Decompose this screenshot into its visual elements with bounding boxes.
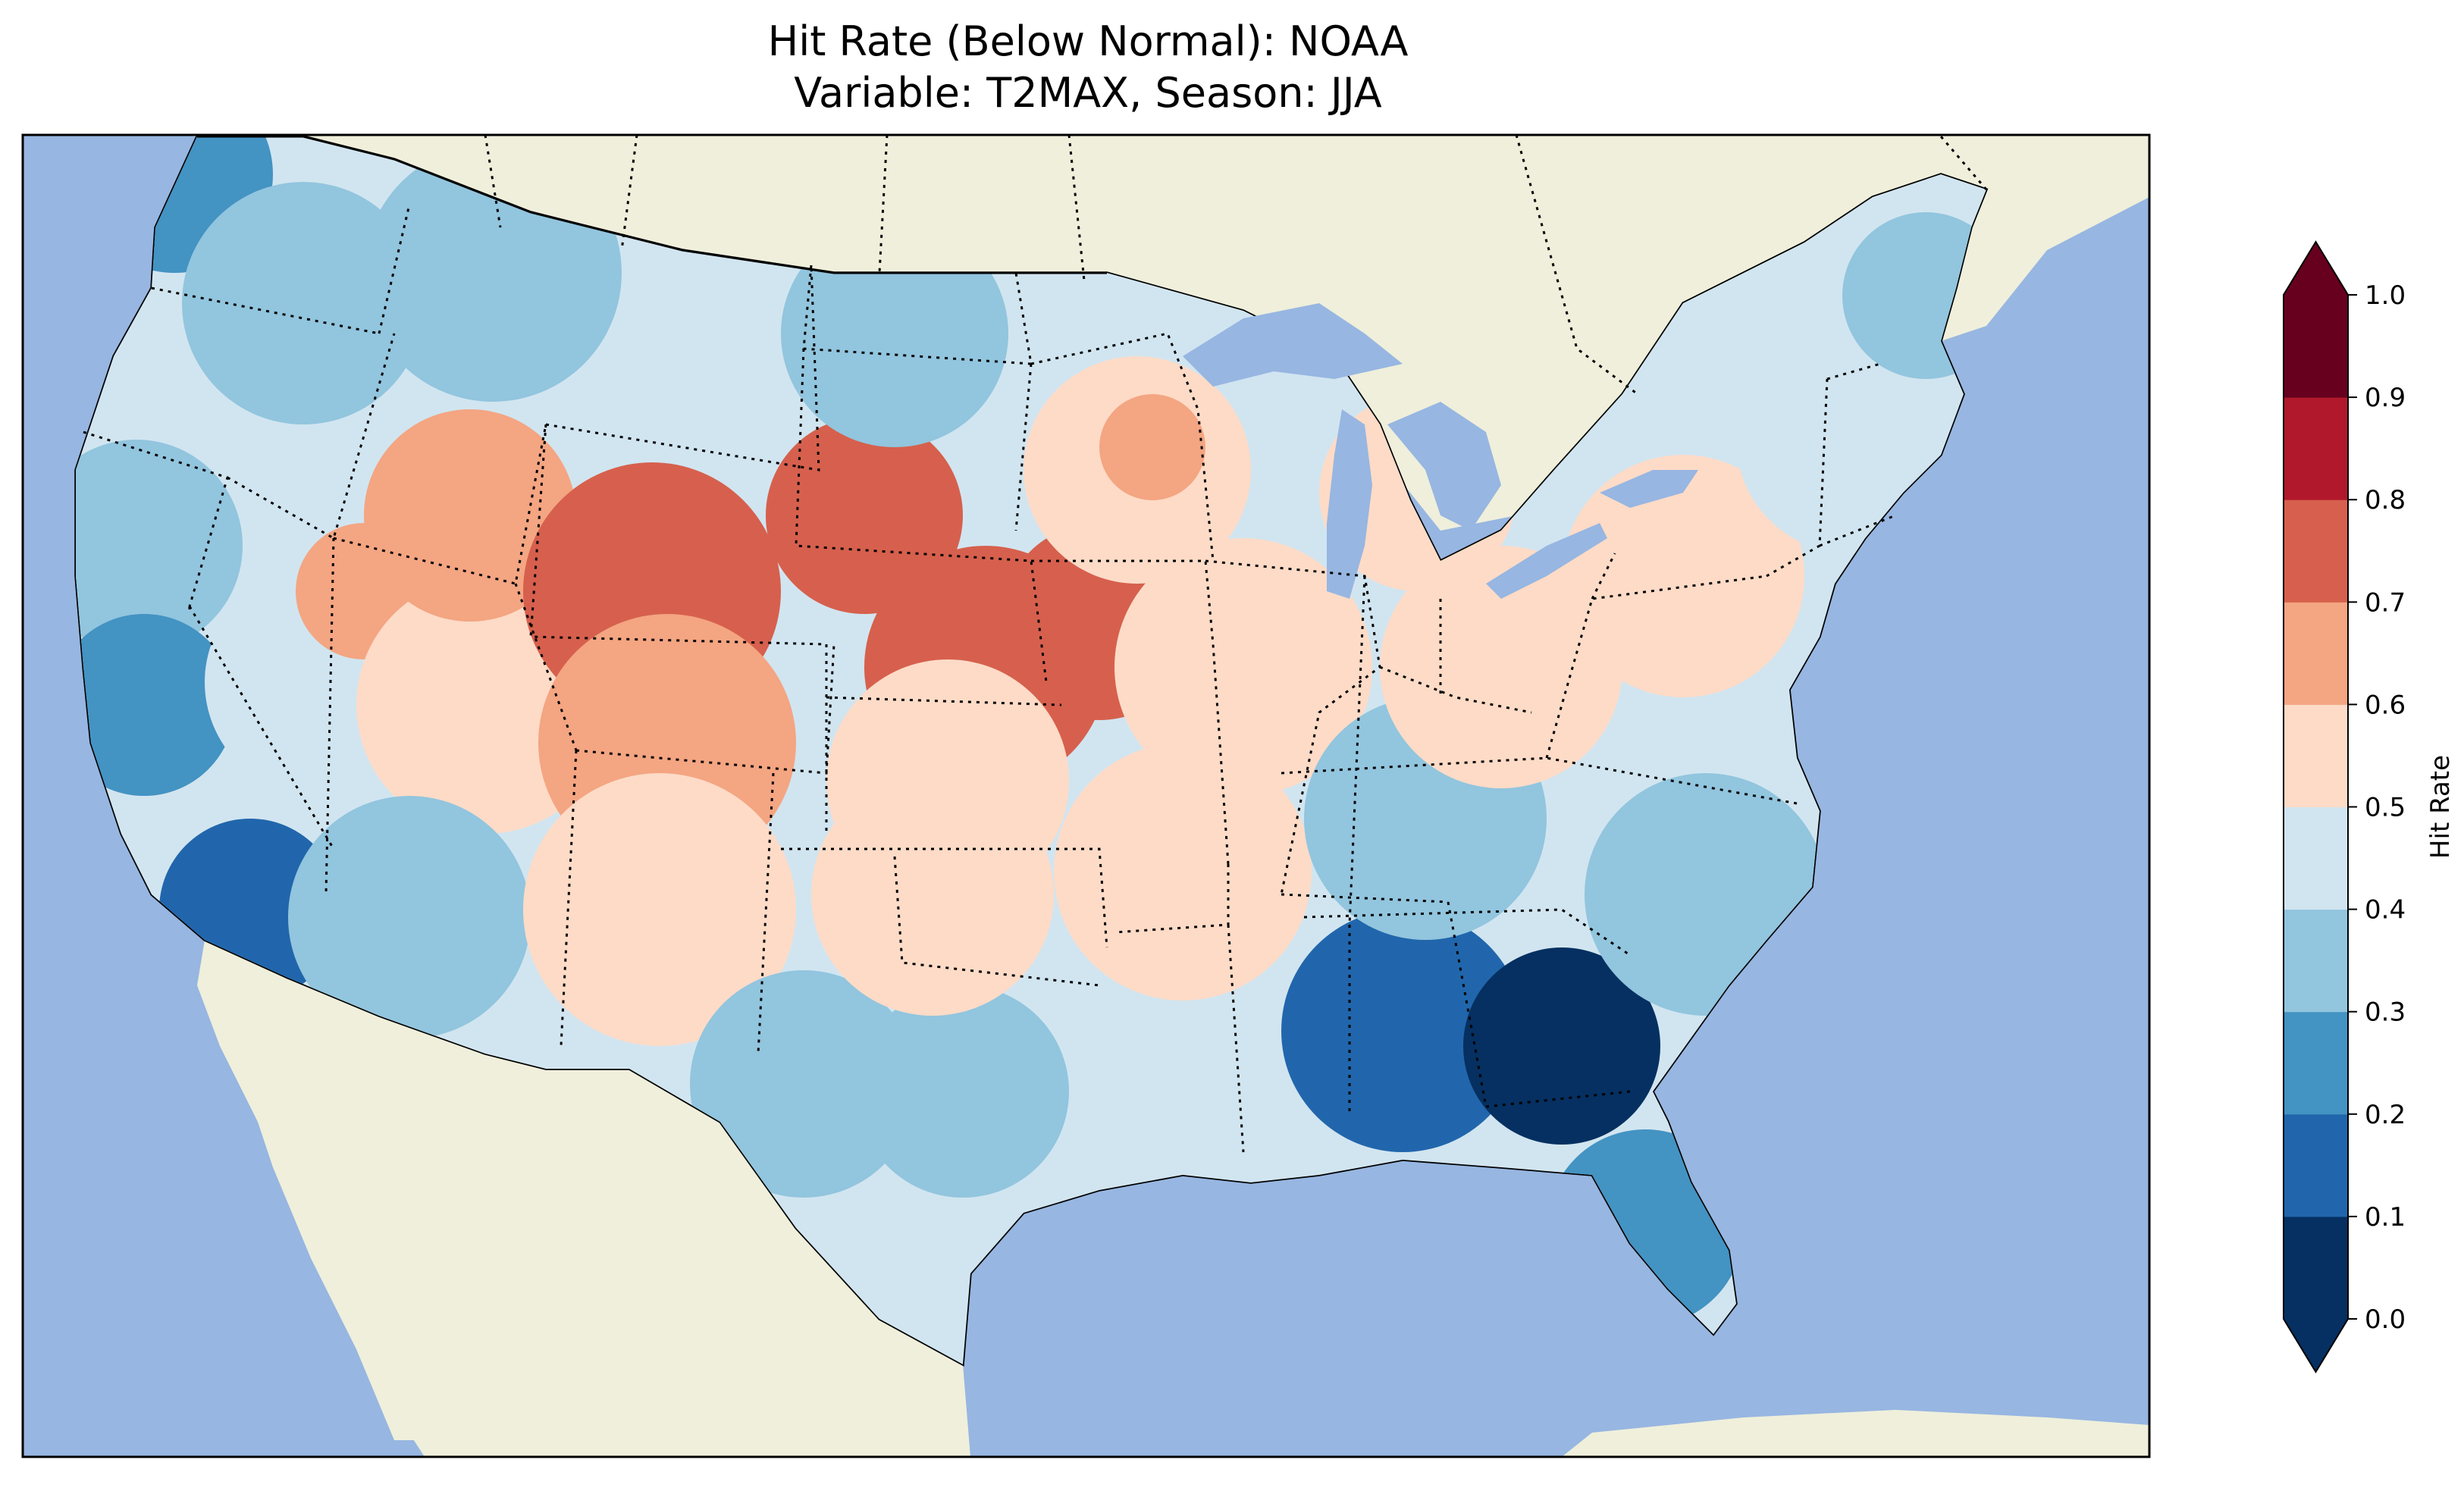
baja-land	[220, 955, 425, 1440]
colorbar-tick-label: 0.3	[2365, 998, 2406, 1028]
colorbar-tick-label: 0.6	[2365, 690, 2406, 720]
chart-title: Hit Rate (Below Normal): NOAA	[767, 17, 1409, 65]
colorbar-tick-label: 0.9	[2365, 383, 2406, 413]
colorbar-segment	[2284, 602, 2348, 705]
state-borders	[83, 204, 1896, 1153]
us-canada-border	[197, 135, 1107, 274]
colorbar-segment	[2284, 807, 2348, 910]
colorbar-tick-label: 0.8	[2365, 485, 2406, 515]
lake-superior	[1183, 303, 1403, 387]
colorbar-tick-label: 0.7	[2365, 587, 2406, 618]
colorbar-segment	[2284, 909, 2348, 1013]
colorbar-tick-label: 1.0	[2365, 280, 2406, 311]
region-missouri-arkansas	[1054, 743, 1312, 1001]
colorbar-segment	[2284, 704, 2348, 807]
colorbar-segment	[2284, 295, 2348, 398]
colorbar-tick-label: 0.2	[2365, 1100, 2406, 1130]
colorbar-segment	[2284, 1216, 2348, 1320]
region-pennsylvania-new-york	[1562, 455, 1804, 697]
region-central-texas	[857, 985, 1069, 1198]
region-north-dakota	[781, 220, 1008, 447]
region-mississippi-alabama	[1281, 910, 1524, 1152]
region-ohio-indiana	[1380, 546, 1622, 788]
colorbar-segment	[2284, 1113, 2348, 1217]
lake-huron	[1387, 402, 1501, 531]
colorbar-over-extend	[2284, 242, 2348, 295]
hit-rate-field	[76, 136, 1986, 1364]
colorbar-segment	[2284, 1011, 2348, 1115]
chart-subtitle: Variable: T2MAX, Season: JJA	[794, 69, 1382, 117]
canada-province-borders	[484, 135, 1988, 396]
colorbar-tick-label: 0.0	[2365, 1305, 2406, 1335]
region-western-south-dakota	[766, 417, 963, 614]
region-west-texas	[690, 970, 917, 1198]
canada-land	[182, 135, 2149, 531]
colorbar-segment	[2284, 397, 2348, 500]
region-kansas	[826, 659, 1069, 902]
caribbean-land	[1562, 1410, 2149, 1457]
region-northern-minnesota	[1099, 394, 1205, 500]
lake-erie	[1486, 523, 1607, 599]
map-frame	[21, 133, 2151, 1458]
region-southern-idaho	[364, 409, 576, 622]
region-northern-california-coast	[76, 440, 243, 652]
colorbar-tick-label: 0.5	[2365, 793, 2406, 823]
colorbar-tick-label: 0.1	[2365, 1202, 2406, 1232]
region-central-california	[76, 614, 235, 796]
colorbar-under-extend	[2284, 1319, 2348, 1372]
region-iowa-illinois	[1114, 538, 1372, 796]
region-new-mexico	[523, 773, 796, 1046]
lake-ontario	[1600, 470, 1698, 508]
region-arizona	[288, 796, 531, 1038]
region-eastern-washington-oregon	[182, 182, 425, 424]
great-lakes	[1183, 303, 1698, 599]
colorbar-segment	[2284, 500, 2348, 603]
colorbar-label: Hit Rate	[2425, 755, 2456, 859]
colorbar-tick-label: 0.4	[2365, 895, 2406, 926]
lake-michigan	[1327, 409, 1372, 599]
region-georgia	[1463, 947, 1660, 1145]
